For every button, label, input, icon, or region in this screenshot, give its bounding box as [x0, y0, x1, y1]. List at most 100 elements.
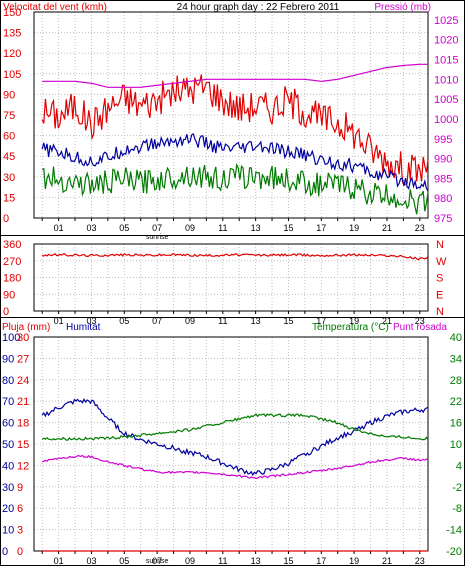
x-tick-label: 01	[54, 223, 64, 233]
dew-point-axis-label: Punt rosada	[393, 322, 447, 333]
x-tick-label: 17	[316, 316, 326, 326]
humidity-tick: 70	[2, 396, 14, 408]
temperature-tick: 34	[450, 353, 462, 365]
wind-direction-tick: 360	[3, 239, 21, 251]
pressure-tick: 975	[434, 213, 452, 225]
x-tick-label: 23	[415, 316, 425, 326]
pressure-tick: 980	[434, 193, 452, 205]
wind-speed-tick: 30	[3, 172, 15, 184]
series-magenta-line	[42, 63, 428, 88]
wind-speed-tick: 90	[3, 89, 15, 101]
series-magenta-line	[42, 454, 429, 480]
pressure-tick: 1010	[434, 74, 458, 86]
pressure-tick: 1020	[434, 35, 458, 47]
wind-speed-tick: 0	[3, 213, 9, 225]
rain-tick: 3	[17, 525, 23, 537]
rain-tick: 9	[17, 482, 23, 494]
x-tick-label: 01	[54, 556, 64, 566]
temperature-axis-label: Temperatura (°C)	[312, 322, 389, 333]
series-red-line	[41, 74, 429, 186]
plot-area-2	[34, 337, 428, 551]
x-tick-label: 21	[382, 316, 392, 326]
series-red-line	[41, 253, 429, 261]
temperature-tick: -8	[452, 503, 462, 515]
sunrise-label: sunrise	[146, 558, 169, 565]
humidity-tick: 10	[2, 525, 14, 537]
x-tick-label: 05	[119, 316, 129, 326]
x-tick-label: 21	[382, 223, 392, 233]
x-tick-label: 19	[349, 316, 359, 326]
x-tick-label: 11	[218, 223, 227, 233]
humidity-tick: 0	[2, 546, 8, 558]
series-green-line	[41, 413, 429, 441]
x-tick-label: 11	[218, 556, 227, 566]
humidity-tick: 30	[2, 482, 14, 494]
wind-speed-tick: 120	[3, 48, 21, 60]
x-tick-label: 21	[382, 556, 392, 566]
temperature-tick: -20	[446, 546, 462, 558]
rain-tick: 18	[17, 418, 29, 430]
humidity-axis-label: Humitat	[66, 322, 101, 333]
x-tick-label: 17	[316, 556, 326, 566]
humidity-tick: 60	[2, 418, 14, 430]
x-tick-label: 03	[86, 316, 96, 326]
wind-direction-tick: 270	[3, 256, 21, 268]
humidity-tick: 80	[2, 375, 14, 387]
pressure-axis-label: Pressió (mb)	[374, 2, 431, 13]
x-tick-label: 03	[86, 556, 96, 566]
rain-tick: 12	[17, 460, 29, 472]
rain-tick: 15	[17, 439, 29, 451]
x-tick-label: 17	[316, 223, 326, 233]
wind-speed-tick: 15	[3, 192, 15, 204]
x-tick-label: 13	[251, 556, 261, 566]
rain-tick: 30	[17, 332, 29, 344]
x-tick-label: 09	[185, 316, 195, 326]
rain-tick: 24	[17, 375, 29, 387]
x-tick-label: 07	[152, 556, 162, 566]
x-tick-label: 05	[119, 556, 129, 566]
sunrise-label: sunrise	[146, 234, 169, 241]
compass-tick: W	[436, 256, 447, 268]
x-tick-label: 13	[251, 223, 261, 233]
humidity-tick: 90	[2, 353, 14, 365]
rain-tick: 0	[17, 546, 23, 558]
wind-direction-tick: 180	[3, 273, 21, 285]
x-tick-label: 15	[283, 316, 293, 326]
temperature-tick: 10	[450, 439, 462, 451]
pressure-tick: 1025	[434, 15, 458, 27]
series-blue-line	[41, 132, 429, 192]
x-tick-label: 09	[185, 556, 195, 566]
wind-speed-tick: 45	[3, 151, 15, 163]
x-tick-label: 19	[349, 556, 359, 566]
series-green-line	[41, 162, 429, 215]
temperature-tick: 22	[450, 396, 462, 408]
humidity-tick: 100	[2, 332, 20, 344]
plot-border-0	[33, 11, 429, 219]
pressure-tick: 990	[434, 154, 452, 166]
chart-title: 24 hour graph day : 22 Febrero 2011	[177, 2, 340, 13]
compass-tick: E	[436, 289, 443, 301]
temperature-tick: -14	[446, 525, 462, 537]
temperature-tick: -2	[452, 482, 462, 494]
rain-axis-label: Pluja (mm)	[2, 322, 50, 333]
x-tick-label: 15	[283, 223, 293, 233]
x-tick-label: 13	[251, 316, 261, 326]
humidity-tick: 50	[2, 439, 14, 451]
x-tick-label: 03	[86, 223, 96, 233]
temperature-tick: 4	[456, 460, 462, 472]
x-tick-label: 07	[152, 316, 162, 326]
wind-speed-tick: 60	[3, 131, 15, 143]
rain-tick: 21	[17, 396, 29, 408]
x-tick-label: 23	[415, 223, 425, 233]
wind-speed-tick: 75	[3, 110, 15, 122]
compass-tick: N	[436, 306, 444, 318]
x-tick-label: 07	[152, 223, 162, 233]
pressure-tick: 1005	[434, 94, 458, 106]
x-tick-label: 05	[119, 223, 129, 233]
wind-speed-axis-label: Velocitat del vent (kmh)	[3, 2, 107, 13]
pressure-tick: 1015	[434, 55, 458, 67]
temperature-tick: 16	[450, 418, 462, 430]
pressure-tick: 995	[434, 134, 452, 146]
x-tick-label: 11	[218, 316, 227, 326]
